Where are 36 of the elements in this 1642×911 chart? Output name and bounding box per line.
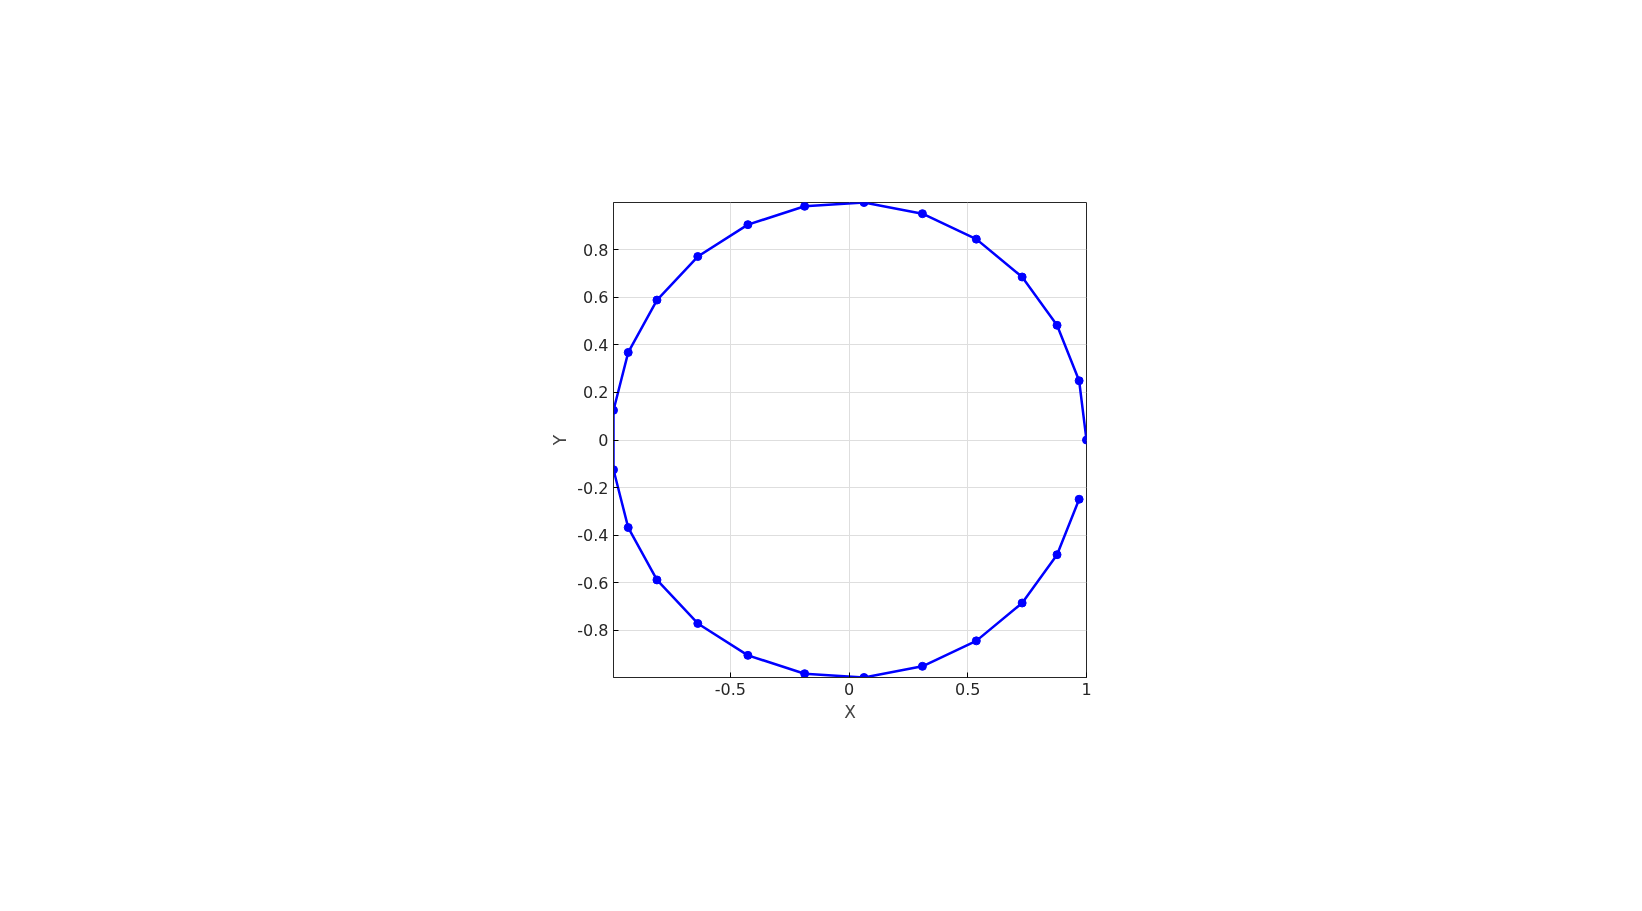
point	[1017, 272, 1027, 282]
point	[1074, 494, 1084, 504]
point	[623, 347, 633, 357]
point	[1017, 598, 1027, 608]
point	[743, 220, 753, 230]
x-tick-label: -0.5	[714, 679, 746, 699]
point	[917, 661, 927, 671]
y-tick-label: -0.2	[577, 478, 609, 498]
point	[971, 636, 981, 646]
point	[800, 669, 810, 678]
point	[652, 295, 662, 305]
line-series	[613, 202, 1087, 678]
y-axis-title: Y	[550, 434, 571, 447]
y-tick-label: -0.6	[577, 573, 609, 593]
point	[1074, 376, 1084, 386]
point	[693, 618, 703, 628]
y-tick-label: 0.6	[583, 288, 609, 308]
y-tick-label: 0.2	[583, 383, 609, 403]
x-axis-title: X	[844, 701, 857, 722]
point	[652, 575, 662, 585]
x-tick-label: 0.5	[955, 679, 981, 699]
y-tick-label: -0.4	[577, 526, 609, 546]
y-tick-label: -0.8	[577, 621, 609, 641]
point	[971, 234, 981, 244]
point	[1052, 550, 1062, 560]
x-tick-label: 0	[843, 679, 855, 699]
x-tick-label: 1	[1081, 679, 1092, 699]
y-tick-label: 0.8	[583, 240, 609, 260]
point	[1052, 320, 1062, 330]
y-tick-label: 0.4	[583, 335, 609, 355]
point	[743, 650, 753, 660]
point	[800, 202, 810, 211]
y-tick-label: 0	[598, 431, 609, 450]
point	[917, 209, 927, 219]
point	[693, 252, 703, 262]
point	[623, 523, 633, 533]
